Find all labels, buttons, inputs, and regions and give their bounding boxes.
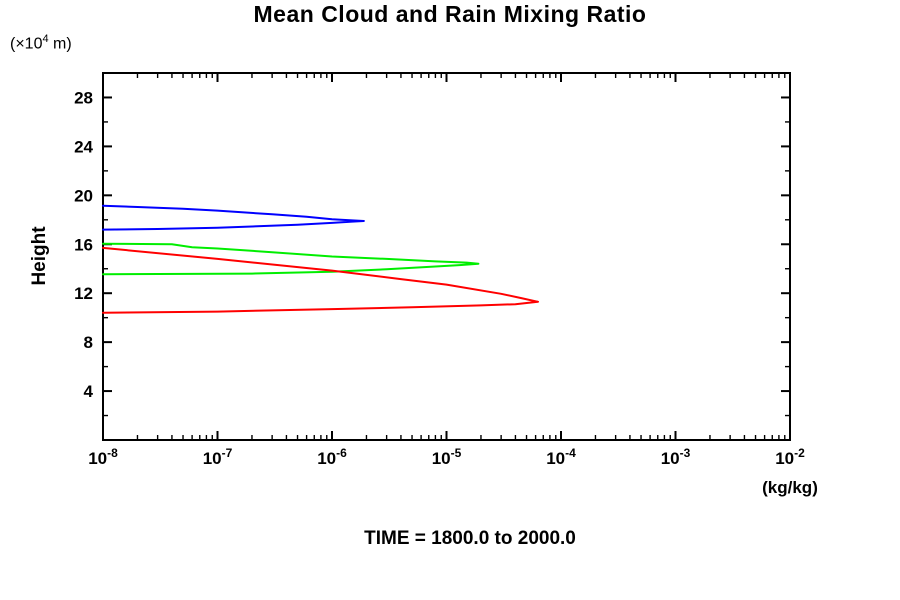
x-tick-exponent: -8 bbox=[107, 446, 118, 460]
y-tick-label: 12 bbox=[74, 284, 93, 303]
y-tick-label: 28 bbox=[74, 88, 93, 107]
y-unit-pre: (×10 bbox=[10, 35, 43, 53]
x-tick-exponent: -5 bbox=[451, 446, 462, 460]
y-tick-label: 24 bbox=[74, 137, 93, 156]
x-axis-unit-label: (kg/kg) bbox=[762, 478, 818, 497]
x-tick-exponent: -2 bbox=[794, 446, 805, 460]
x-tick-exponent: -6 bbox=[336, 446, 347, 460]
y-unit-exponent: 4 bbox=[42, 33, 49, 45]
y-unit-post: m) bbox=[48, 35, 72, 53]
x-tick-label: 10-5 bbox=[432, 446, 462, 468]
x-tick-label: 10-8 bbox=[88, 446, 118, 468]
chart-title: Mean Cloud and Rain Mixing Ratio bbox=[253, 1, 647, 27]
green-profile-line bbox=[102, 242, 480, 276]
blue-profile-line bbox=[102, 204, 365, 231]
x-tick-exponent: -7 bbox=[222, 446, 233, 460]
x-tick-label: 10-3 bbox=[661, 446, 691, 468]
x-tick-label: 10-2 bbox=[775, 446, 805, 468]
x-tick-label: 10-7 bbox=[203, 446, 233, 468]
time-caption: TIME = 1800.0 to 2000.0 bbox=[364, 528, 576, 549]
x-tick-label: 10-6 bbox=[317, 446, 347, 468]
y-tick-label: 20 bbox=[74, 186, 93, 205]
x-tick-exponent: -4 bbox=[565, 446, 576, 460]
x-tick-exponent: -3 bbox=[680, 446, 691, 460]
y-tick-label: 16 bbox=[74, 235, 93, 254]
plot-frame bbox=[102, 72, 791, 441]
y-tick-label: 8 bbox=[84, 333, 93, 352]
red-profile-line bbox=[102, 246, 539, 314]
y-tick-label: 4 bbox=[84, 382, 94, 401]
y-axis-unit-label: (×104 m) bbox=[10, 33, 72, 53]
x-tick-label: 10-4 bbox=[546, 446, 576, 468]
